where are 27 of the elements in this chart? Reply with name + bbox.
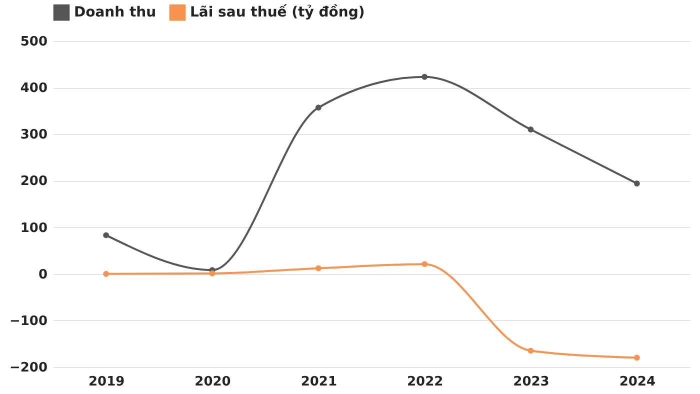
y-tick-label: 400 (20, 81, 48, 96)
point (103, 232, 110, 238)
point (422, 261, 428, 268)
y-tick-label: 200 (20, 174, 48, 190)
y-tick-label: 100 (20, 220, 48, 236)
legend-label: Doanh thu (74, 4, 156, 21)
legend-label: Lãi sau thuế (tỷ đồng) (190, 4, 365, 21)
point (528, 126, 534, 132)
x-tick-label: 2019 (88, 374, 125, 390)
point (634, 180, 640, 186)
point (634, 354, 640, 361)
y-tick-label: 300 (20, 128, 48, 143)
point (528, 348, 534, 354)
y-tick-label: −200 (9, 360, 48, 376)
x-tick-label: 2020 (194, 374, 231, 390)
x-tick-label: 2022 (406, 374, 444, 390)
point (103, 270, 110, 277)
point (315, 104, 322, 111)
y-tick-label: −100 (9, 314, 48, 329)
point (209, 270, 216, 276)
x-tick-label: 2021 (300, 374, 338, 390)
y-tick-label: 500 (20, 34, 48, 50)
x-tick-label: 2023 (513, 374, 550, 390)
y-tick-label: 0 (38, 267, 48, 282)
point (315, 265, 322, 272)
point (422, 74, 428, 80)
x-tick-label: 2024 (619, 374, 656, 390)
